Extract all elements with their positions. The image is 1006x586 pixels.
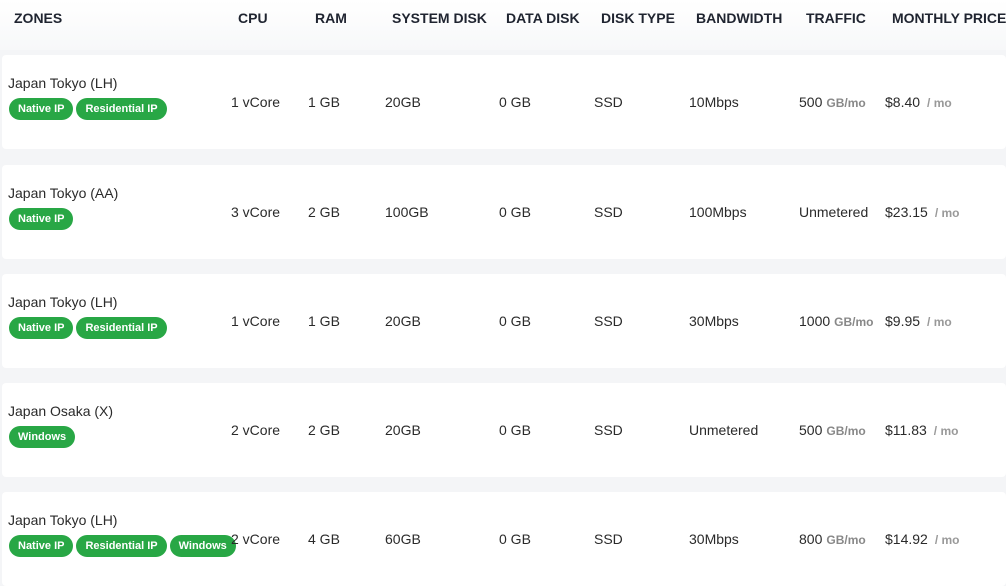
- badge-group: Native IP Residential IP: [9, 98, 167, 120]
- traffic-value: 500 GB/mo: [799, 94, 866, 110]
- system-disk-value: 20GB: [385, 313, 421, 329]
- traffic-amount: 500: [799, 422, 823, 438]
- price-amount: $23.15: [885, 204, 928, 220]
- price-unit: / mo: [934, 206, 960, 220]
- price-amount: $14.92: [885, 531, 928, 547]
- disk-type-value: SSD: [594, 422, 623, 438]
- table-header: ZONES CPU RAM SYSTEM DISK DATA DISK DISK TYPE…: [0, 0, 1006, 50]
- price-unit: / mo: [927, 96, 952, 110]
- column-header-ram: RAM: [315, 10, 347, 26]
- badge-group: Native IP: [9, 208, 74, 230]
- traffic-value: 500 GB/mo: [799, 422, 866, 438]
- price-value: $23.15 / mo: [885, 204, 960, 220]
- feature-badge: Windows: [169, 535, 236, 557]
- cpu-value: 2 vCore: [231, 531, 281, 547]
- price-unit: / mo: [934, 533, 960, 547]
- disk-type-value: SSD: [594, 204, 623, 220]
- system-disk-value: 20GB: [385, 94, 421, 110]
- traffic-value: Unmetered: [799, 204, 868, 220]
- system-disk-value: 20GB: [385, 422, 421, 438]
- feature-badge: Residential IP: [76, 535, 167, 557]
- bandwidth-value: Unmetered: [689, 422, 759, 438]
- feature-badge: Native IP: [9, 535, 74, 557]
- plan-row[interactable]: Japan Tokyo (LH) Native IP Residential IP 1…: [2, 55, 1006, 149]
- traffic-unit: GB/mo: [826, 533, 866, 547]
- data-disk-value: 0 GB: [499, 313, 531, 329]
- traffic-value: 800 GB/mo: [799, 531, 866, 547]
- price-value: $8.40 / mo: [885, 94, 952, 110]
- price-unit: / mo: [933, 424, 959, 438]
- price-amount: $11.83: [885, 422, 927, 438]
- system-disk-value: 60GB: [385, 531, 421, 547]
- badge-group: Native IP Residential IP: [9, 317, 167, 339]
- plan-row[interactable]: Japan Tokyo (LH) Native IP Residential IP W…: [2, 492, 1006, 586]
- feature-badge: Residential IP: [76, 98, 167, 120]
- zone-name: Japan Tokyo (LH): [8, 75, 118, 91]
- column-header-bandwidth: BANDWIDTH: [696, 10, 783, 26]
- traffic-amount: 800: [799, 531, 823, 547]
- feature-badge: Residential IP: [76, 317, 167, 339]
- traffic-value: 1000 GB/mo: [799, 313, 874, 329]
- column-header-zones: ZONES: [14, 10, 63, 26]
- zone-name: Japan Tokyo (LH): [8, 512, 118, 528]
- price-amount: $8.40: [885, 94, 921, 110]
- cpu-value: 3 vCore: [231, 204, 281, 220]
- ram-value: 4 GB: [308, 531, 340, 547]
- cpu-value: 2 vCore: [231, 422, 281, 438]
- traffic-unit: GB/mo: [834, 315, 874, 329]
- feature-badge: Windows: [9, 426, 76, 448]
- column-header-traffic: TRAFFIC: [806, 10, 866, 26]
- zone-name: Japan Osaka (X): [8, 403, 114, 419]
- badge-group: Native IP Residential IP Windows: [9, 535, 236, 557]
- badge-group: Windows: [9, 426, 76, 448]
- plan-row[interactable]: Japan Tokyo (AA) Native IP 3 vCore 2 GB 100G…: [2, 165, 1006, 259]
- feature-badge: Native IP: [9, 208, 74, 230]
- bandwidth-value: 100Mbps: [689, 204, 747, 220]
- ram-value: 2 GB: [308, 422, 340, 438]
- data-disk-value: 0 GB: [499, 422, 531, 438]
- ram-value: 2 GB: [308, 204, 340, 220]
- plan-row[interactable]: Japan Osaka (X) Windows 2 vCore 2 GB 20GB 0 G…: [2, 383, 1006, 477]
- system-disk-value: 100GB: [385, 204, 429, 220]
- column-header-cpu: CPU: [238, 10, 268, 26]
- cpu-value: 1 vCore: [231, 94, 281, 110]
- bandwidth-value: 30Mbps: [689, 313, 739, 329]
- data-disk-value: 0 GB: [499, 531, 531, 547]
- disk-type-value: SSD: [594, 313, 623, 329]
- price-value: $9.95 / mo: [885, 313, 952, 329]
- price-value: $11.83 / mo: [885, 422, 958, 438]
- traffic-amount: 1000: [799, 313, 831, 329]
- data-disk-value: 0 GB: [499, 204, 531, 220]
- price-unit: / mo: [927, 315, 952, 329]
- bandwidth-value: 30Mbps: [689, 531, 739, 547]
- ram-value: 1 GB: [308, 313, 340, 329]
- disk-type-value: SSD: [594, 94, 623, 110]
- traffic-unit: GB/mo: [826, 424, 866, 438]
- bandwidth-value: 10Mbps: [689, 94, 739, 110]
- feature-badge: Native IP: [9, 317, 74, 339]
- column-header-data-disk: DATA DISK: [506, 10, 580, 26]
- zone-name: Japan Tokyo (AA): [8, 185, 119, 201]
- data-disk-value: 0 GB: [499, 94, 531, 110]
- price-amount: $9.95: [885, 313, 921, 329]
- traffic-amount: 500: [799, 94, 823, 110]
- plan-row[interactable]: Japan Tokyo (LH) Native IP Residential IP 1…: [2, 274, 1006, 368]
- column-header-monthly-price: MONTHLY PRICE: [892, 10, 1006, 26]
- cpu-value: 1 vCore: [231, 313, 281, 329]
- traffic-amount: Unmetered: [799, 204, 869, 220]
- ram-value: 1 GB: [308, 94, 340, 110]
- zone-name: Japan Tokyo (LH): [8, 294, 118, 310]
- price-value: $14.92 / mo: [885, 531, 960, 547]
- traffic-unit: GB/mo: [826, 96, 866, 110]
- column-header-disk-type: DISK TYPE: [601, 10, 675, 26]
- column-header-system-disk: SYSTEM DISK: [392, 10, 487, 26]
- feature-badge: Native IP: [9, 98, 74, 120]
- disk-type-value: SSD: [594, 531, 623, 547]
